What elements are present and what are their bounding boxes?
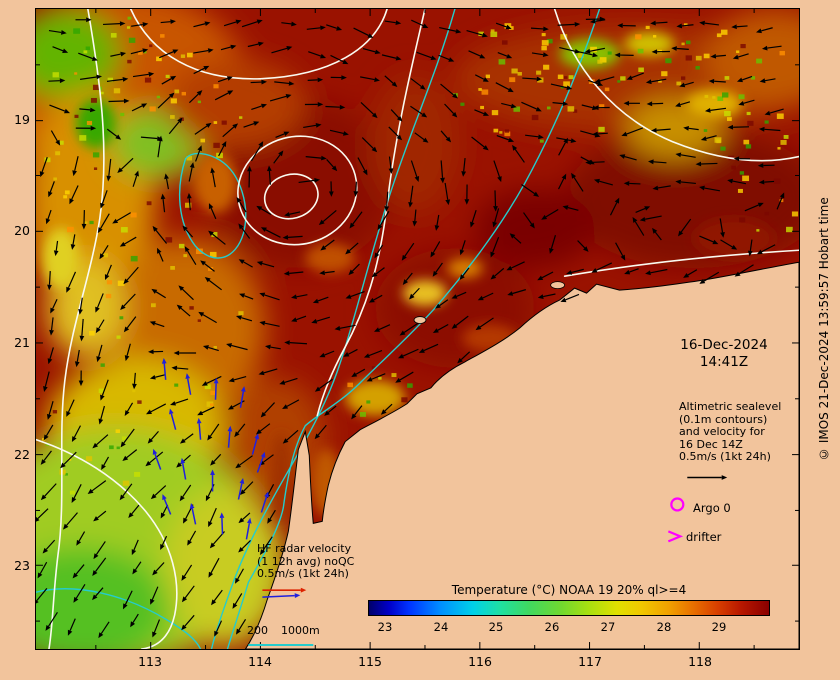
argo-float-marker: [670, 497, 685, 512]
altimetric-note-line: (0.1m contours): [679, 412, 768, 426]
altimetric-note-line: Altimetric sealevel: [679, 400, 782, 413]
x-tick-label: 115: [358, 654, 382, 669]
colorbar-tick-label: 23: [377, 620, 393, 634]
altimetric-note-line: 16 Dec 14Z: [679, 437, 743, 451]
colorbar-tick-label: 27: [600, 620, 616, 634]
altimetric-note-line: and velocity for: [679, 425, 765, 439]
colorbar-tick-label: 24: [433, 620, 449, 634]
altimetric-note: Altimetric sealevel (0.1m contours) and …: [679, 400, 782, 464]
drifter-marker: [667, 530, 684, 543]
hf-radar-velocity-arrows: [152, 358, 269, 540]
map-datetime: 16-Dec-2024 14:41Z: [660, 337, 788, 371]
x-tick-label: 113: [138, 654, 162, 669]
hf-radar-note-line: HF radar velocity: [257, 542, 352, 555]
imos-copyright: © IMOS 21-Dec-2024 13:59:57 Hobart time: [817, 197, 831, 461]
sst-map-canvas: [36, 9, 799, 649]
sealevel-contours: [36, 9, 799, 649]
map-time: 14:41Z: [699, 354, 749, 370]
y-tick-label: 23: [14, 558, 30, 573]
axis-tick-marks: [36, 9, 799, 649]
isobath-200-label: 200: [247, 624, 268, 637]
map-date: 16-Dec-2024: [680, 337, 768, 353]
y-tick-label: 20: [14, 223, 30, 238]
island-small: [550, 281, 566, 290]
x-tick-label: 116: [468, 654, 492, 669]
colorbar-tick-label: 29: [711, 620, 727, 634]
argo-label: Argo 0: [693, 501, 731, 515]
y-tick-label: 19: [14, 112, 30, 127]
hf-radar-note: HF radar velocity (1 12h avg) noQC 0.5m/…: [257, 542, 355, 581]
y-tick-label: 22: [14, 447, 30, 462]
bathymetry-contours: [36, 9, 601, 649]
drifter-label: drifter: [686, 530, 722, 544]
x-tick-label: 117: [578, 654, 602, 669]
x-tick-label: 118: [688, 654, 712, 669]
colorbar-title: Temperature (°C) NOAA 19 20% ql>=4: [451, 583, 687, 597]
altimetric-note-line: 0.5m/s (1kt 24h): [679, 450, 771, 464]
legend-arrows: [262, 475, 728, 598]
hf-radar-note-line: 0.5m/s (1kt 24h): [257, 567, 349, 581]
colorbar-tick-label: 26: [544, 620, 560, 634]
y-tick-label: 21: [14, 335, 30, 350]
isobath-1000-label: 1000m: [281, 624, 320, 637]
temperature-colorbar: [368, 600, 770, 616]
sst-map-frame: [35, 8, 800, 650]
colorbar-tick-label: 25: [488, 620, 504, 634]
x-tick-label: 114: [248, 654, 272, 669]
isobath-scale-label: 200 1000m: [247, 624, 320, 637]
colorbar-tick-label: 28: [656, 620, 672, 634]
land-polygon: [244, 261, 799, 649]
island-barrow: [413, 316, 427, 324]
geostrophic-velocity-arrows: [36, 16, 785, 639]
hf-radar-note-line: (1 12h avg) noQC: [257, 554, 355, 568]
